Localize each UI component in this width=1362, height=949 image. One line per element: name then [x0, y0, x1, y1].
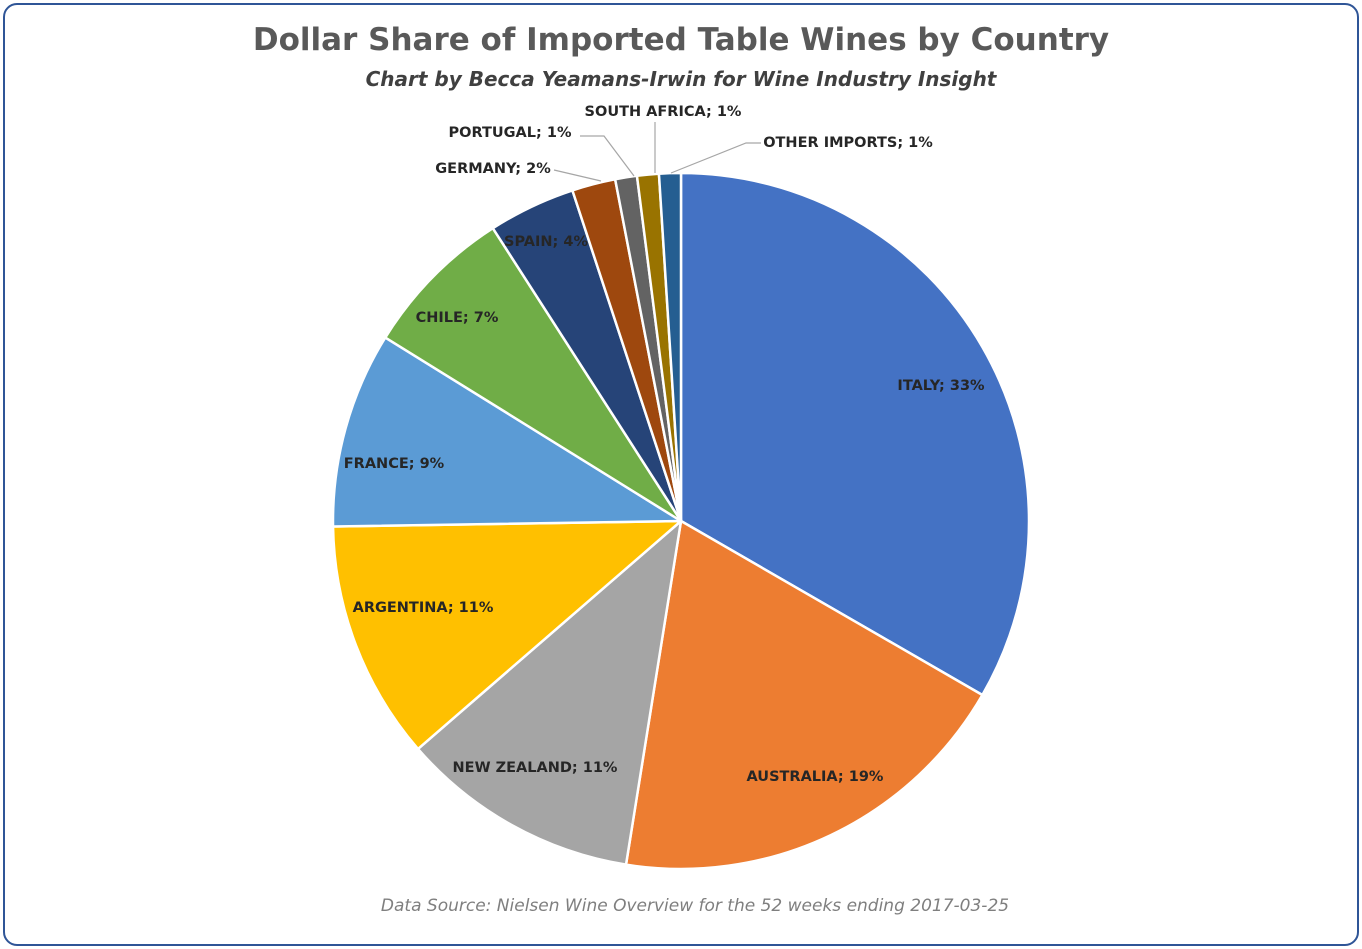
chart-title: Dollar Share of Imported Table Wines by …: [252, 22, 1110, 58]
slice-label-france: FRANCE; 9%: [344, 456, 445, 472]
pie-slice-chile: [384, 226, 683, 523]
pie-slices: [331, 171, 1031, 871]
slice-label-south-africa: SOUTH AFRICA; 1%: [585, 104, 742, 120]
slice-label-italy: ITALY; 33%: [897, 378, 985, 394]
slice-label-australia: AUSTRALIA; 19%: [747, 769, 884, 785]
chart-subtitle: Chart by Becca Yeamans-Irwin for Wine In…: [365, 67, 997, 91]
leader-line-other-imports: [670, 142, 761, 174]
pie-slice-new-zealand: [416, 519, 683, 866]
slice-label-spain: SPAIN; 4%: [504, 234, 588, 250]
slice-label-chile: CHILE; 7%: [416, 310, 499, 326]
leader-line-portugal: [580, 135, 635, 177]
slice-label-argentina: ARGENTINA; 11%: [353, 600, 494, 616]
pie-slice-france: [331, 336, 683, 528]
leader-lines: [553, 122, 761, 182]
slice-labels: ITALY; 33% AUSTRALIA; 19% NEW ZEALAND; 11%…: [344, 104, 985, 785]
pie-slice-argentina: [331, 519, 683, 751]
data-source-note: Data Source: Nielsen Wine Overview for t…: [380, 896, 1010, 916]
pie-slice-italy: [679, 171, 1031, 697]
leader-line-germany: [553, 169, 602, 182]
slice-label-germany: GERMANY; 2%: [435, 161, 551, 177]
slice-label-new-zealand: NEW ZEALAND; 11%: [453, 760, 618, 776]
pie-slice-other-imports: [657, 171, 683, 523]
pie-slice-australia: [624, 519, 984, 871]
slice-label-portugal: PORTUGAL; 1%: [449, 125, 572, 141]
slice-label-other-imports: OTHER IMPORTS; 1%: [763, 135, 933, 151]
